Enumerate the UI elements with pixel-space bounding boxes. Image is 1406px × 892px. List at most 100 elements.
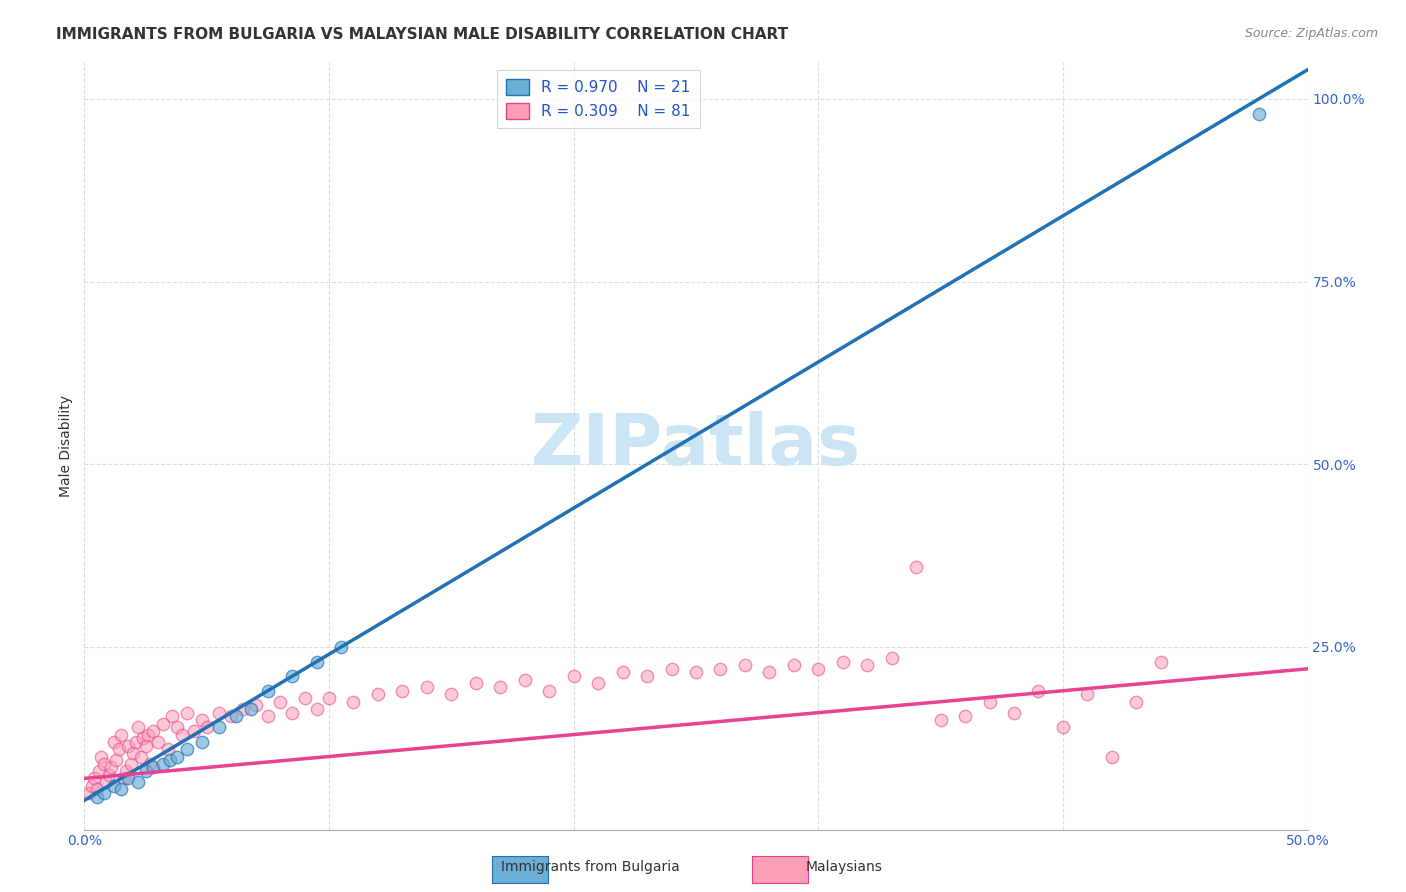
Point <box>110 782 132 797</box>
Point <box>661 662 683 676</box>
Text: ZIPatlas: ZIPatlas <box>531 411 860 481</box>
Point <box>709 662 731 676</box>
Point <box>294 691 316 706</box>
Text: Source: ZipAtlas.com: Source: ZipAtlas.com <box>1244 27 1378 40</box>
Point <box>1247 106 1270 120</box>
Point <box>1125 695 1147 709</box>
Point <box>257 709 280 723</box>
Point <box>416 680 439 694</box>
Point <box>90 749 112 764</box>
Point <box>93 756 115 771</box>
Point <box>586 676 609 690</box>
Point <box>105 753 128 767</box>
Point <box>86 789 108 804</box>
Point <box>367 687 389 701</box>
Point <box>129 749 152 764</box>
Point <box>191 735 214 749</box>
Point <box>208 706 231 720</box>
Point <box>1002 706 1025 720</box>
Point <box>342 695 364 709</box>
Point <box>612 665 634 680</box>
Point <box>1150 655 1173 669</box>
Point <box>127 720 149 734</box>
Point <box>1052 720 1074 734</box>
Point <box>77 786 100 800</box>
Point <box>513 673 536 687</box>
Point <box>440 687 463 701</box>
Point <box>125 735 148 749</box>
Point <box>929 713 952 727</box>
Point <box>117 739 139 753</box>
Point <box>83 772 105 786</box>
Legend: R = 0.970    N = 21, R = 0.309    N = 81: R = 0.970 N = 21, R = 0.309 N = 81 <box>496 70 700 128</box>
Point <box>783 658 806 673</box>
Text: Immigrants from Bulgaria: Immigrants from Bulgaria <box>501 860 681 874</box>
Point <box>979 695 1001 709</box>
Point <box>191 713 214 727</box>
Point <box>281 706 304 720</box>
Point <box>758 665 780 680</box>
Point <box>636 669 658 683</box>
Point <box>232 702 254 716</box>
Point <box>120 756 142 771</box>
Point <box>245 698 267 713</box>
Point <box>391 683 413 698</box>
Point <box>135 739 157 753</box>
Point <box>538 683 561 698</box>
Point <box>208 720 231 734</box>
Point <box>136 728 159 742</box>
Text: IMMIGRANTS FROM BULGARIA VS MALAYSIAN MALE DISABILITY CORRELATION CHART: IMMIGRANTS FROM BULGARIA VS MALAYSIAN MA… <box>56 27 789 42</box>
Point <box>269 695 291 709</box>
Point <box>122 746 145 760</box>
Point <box>305 702 328 716</box>
Point <box>464 676 486 690</box>
Point <box>96 775 118 789</box>
Point <box>142 760 165 774</box>
Point <box>183 723 205 738</box>
Point <box>953 709 976 723</box>
Point <box>97 768 120 782</box>
Point <box>330 640 353 654</box>
Point <box>239 702 262 716</box>
Point <box>281 669 304 683</box>
Point <box>162 709 184 723</box>
Point <box>166 720 188 734</box>
Point <box>156 742 179 756</box>
Point <box>176 706 198 720</box>
Point <box>562 669 585 683</box>
Point <box>318 691 340 706</box>
Point <box>86 782 108 797</box>
Point <box>159 753 181 767</box>
Point <box>880 651 903 665</box>
Point <box>831 655 853 669</box>
Point <box>807 662 830 676</box>
Point <box>103 779 125 793</box>
Point <box>219 709 242 723</box>
Point <box>127 775 149 789</box>
Point <box>117 772 139 786</box>
Point <box>856 658 879 673</box>
Point <box>305 655 328 669</box>
Point <box>166 749 188 764</box>
Point <box>257 683 280 698</box>
Point <box>195 720 218 734</box>
Point <box>139 756 162 771</box>
Point <box>1101 749 1123 764</box>
Point <box>152 756 174 771</box>
Point <box>905 559 928 574</box>
Point <box>112 772 135 786</box>
Text: Malaysians: Malaysians <box>806 860 882 874</box>
Point <box>225 709 247 723</box>
Point <box>152 716 174 731</box>
Point <box>115 764 138 778</box>
Point <box>87 764 110 778</box>
Point <box>172 728 194 742</box>
Point <box>132 731 155 746</box>
Point <box>734 658 756 673</box>
Point <box>135 764 157 778</box>
Point <box>685 665 707 680</box>
Point <box>176 742 198 756</box>
Point <box>110 728 132 742</box>
Point <box>1028 683 1050 698</box>
Point <box>489 680 512 694</box>
